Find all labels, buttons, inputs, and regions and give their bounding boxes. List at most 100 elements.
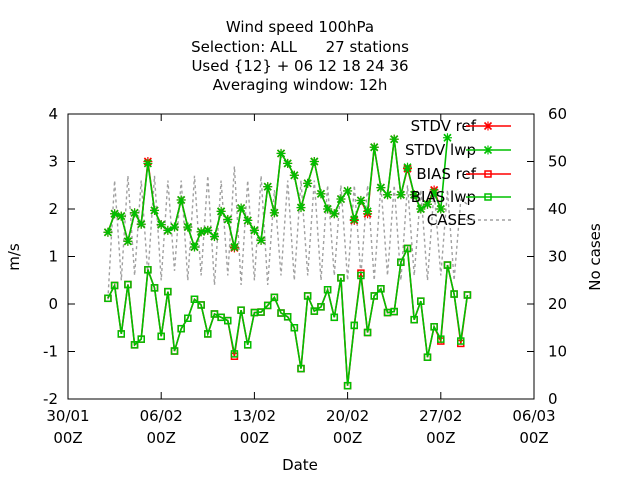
data-point: [370, 292, 378, 300]
data-point: [283, 158, 293, 168]
y-tick-label: -2: [43, 390, 58, 408]
data-point: [197, 301, 205, 309]
x-tick-label-time: 00Z: [426, 429, 455, 447]
series-cases: [107, 166, 468, 300]
data-point: [363, 206, 373, 216]
data-point: [196, 227, 206, 237]
data-point: [442, 133, 452, 143]
data-point: [303, 292, 312, 300]
y-tick-label: -1: [43, 343, 58, 361]
data-point: [296, 203, 306, 213]
y2-tick-label: 20: [548, 295, 567, 313]
x-tick-label: 06/03: [512, 407, 555, 425]
x-axis-label: Date: [282, 456, 318, 474]
data-point: [436, 204, 446, 214]
title-line-3: Used {12} + 06 12 18 24 36: [191, 57, 408, 75]
data-point: [237, 306, 245, 314]
data-point: [157, 332, 165, 341]
x-tick-label: 30/01: [46, 407, 89, 425]
title-line-2: Selection: ALL 27 stations: [191, 38, 409, 56]
data-point: [270, 293, 279, 302]
data-point: [176, 195, 186, 205]
data-point: [144, 266, 152, 274]
data-point: [256, 235, 266, 245]
data-point: [230, 350, 239, 358]
data-point: [283, 313, 292, 321]
chart-title: Wind speed 100hPa Selection: ALL 27 stat…: [191, 18, 409, 94]
x-tick-label: 06/02: [140, 407, 183, 425]
legend-label: CASES: [427, 211, 476, 229]
data-point: [390, 307, 398, 316]
data-point: [130, 341, 139, 349]
data-point: [343, 381, 352, 390]
series-line: [107, 245, 469, 386]
data-point: [430, 323, 438, 331]
data-point: [317, 303, 325, 311]
data-point: [457, 337, 465, 345]
y-axis: -2 -1 0 1 2 3 4: [43, 105, 534, 408]
data-point: [297, 364, 305, 373]
data-point: [437, 335, 445, 343]
y2-tick-label: 0: [548, 390, 558, 408]
data-point: [184, 314, 192, 322]
legend-label: BIAS lwp: [411, 188, 476, 206]
data-point: [189, 242, 199, 252]
data-point: [229, 242, 239, 252]
data-point: [450, 290, 458, 298]
data-point: [357, 271, 365, 280]
data-point: [277, 309, 285, 317]
data-point: [150, 284, 159, 292]
y-tick-label: 4: [48, 105, 58, 123]
data-point: [143, 158, 153, 168]
y-tick-label: 3: [48, 153, 58, 171]
data-point: [164, 287, 172, 296]
data-point: [403, 244, 412, 253]
data-point: [396, 190, 406, 200]
legend-label: STDV ref: [411, 117, 477, 135]
y2-tick-label: 40: [548, 200, 567, 218]
series-stdv-lwp: [103, 133, 452, 252]
data-point: [224, 316, 232, 325]
y2-tick-label: 60: [548, 105, 567, 123]
data-point: [257, 308, 265, 316]
data-point: [269, 208, 279, 218]
title-line-1: Wind speed 100hPa: [226, 18, 374, 36]
data-point: [130, 208, 140, 218]
y-tick-label: 2: [48, 200, 58, 218]
y-axis-label: m/s: [5, 243, 23, 271]
data-point: [276, 148, 286, 158]
data-point: [329, 209, 339, 219]
data-point: [204, 330, 212, 338]
data-point: [223, 214, 233, 224]
data-point: [417, 297, 425, 305]
data-point: [383, 190, 393, 200]
data-point: [209, 232, 219, 242]
data-point: [349, 214, 359, 224]
data-point: [263, 301, 272, 310]
data-point: [350, 321, 359, 330]
data-point: [116, 211, 126, 221]
data-point: [429, 187, 439, 197]
data-point: [343, 186, 353, 196]
x-tick-label-time: 00Z: [519, 429, 548, 447]
data-point: [416, 204, 426, 214]
data-point: [117, 330, 126, 338]
y2-axis: 0 10 20 30 40 50 60: [548, 105, 567, 408]
data-point: [330, 313, 339, 322]
data-point: [177, 324, 185, 333]
legend-marker: [484, 193, 492, 201]
data-point: [190, 295, 199, 303]
x-tick-label-time: 00Z: [240, 429, 269, 447]
data-point: [336, 194, 346, 204]
legend-label: STDV lwp: [405, 141, 476, 159]
data-point: [363, 328, 372, 337]
data-point: [337, 274, 345, 282]
series-bias-lwp: [104, 244, 472, 390]
data-point: [163, 225, 173, 235]
data-point: [323, 286, 332, 294]
data-point: [463, 291, 472, 299]
y2-tick-label: 10: [548, 343, 567, 361]
x-axis: 30/01 00Z 06/02 00Z 13/02 00Z 20/02 00Z 27/02 00Z…: [46, 114, 556, 447]
